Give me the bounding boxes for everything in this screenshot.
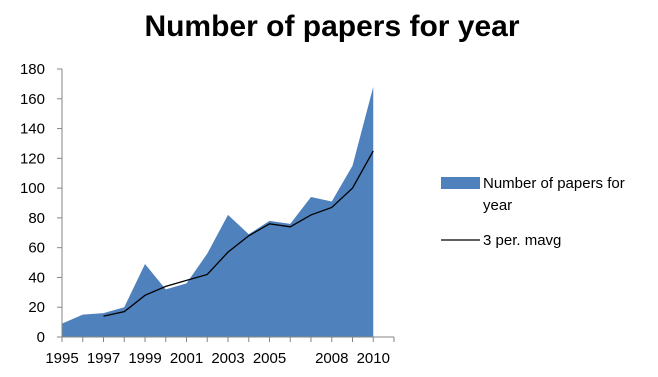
legend-label-papers-line: year (483, 197, 512, 214)
legend-label-mavg: 3 per. mavg (483, 232, 561, 249)
x-tick-label: 2008 (315, 350, 348, 367)
y-tick-label: 180 (20, 61, 45, 78)
y-tick-label: 120 (20, 150, 45, 167)
x-tick-label: 2010 (357, 350, 390, 367)
y-tick-label: 140 (20, 121, 45, 138)
area-series-papers (62, 86, 374, 337)
y-tick-label: 40 (28, 269, 45, 286)
line-series-mavg (103, 150, 374, 317)
x-tick-label: 2001 (170, 350, 203, 367)
legend-label-papers: Number of papers for year (483, 175, 625, 214)
y-tick-label: 60 (28, 240, 45, 257)
y-tick-label: 20 (28, 299, 45, 316)
chart-title: Number of papers for year (144, 10, 519, 43)
y-tick-label: 0 (37, 329, 45, 346)
legend-label-papers-line: Number of papers for (483, 175, 625, 192)
x-tick-label: 2005 (253, 350, 286, 367)
y-tick-label: 100 (20, 180, 45, 197)
x-tick-label: 1997 (87, 350, 120, 367)
y-tick-label: 160 (20, 91, 45, 108)
y-tick-label: 80 (28, 210, 45, 227)
legend-swatch-papers (441, 177, 480, 189)
x-tick-label: 1999 (128, 350, 161, 367)
x-tick-label: 1995 (45, 350, 78, 367)
x-tick-label: 2003 (211, 350, 244, 367)
plot-area: 0 20 40 60 80 100 120 140 160 180 1995 1997 1999 2001… (20, 61, 395, 367)
legend: Number of papers for year 3 per. mavg (441, 175, 625, 249)
